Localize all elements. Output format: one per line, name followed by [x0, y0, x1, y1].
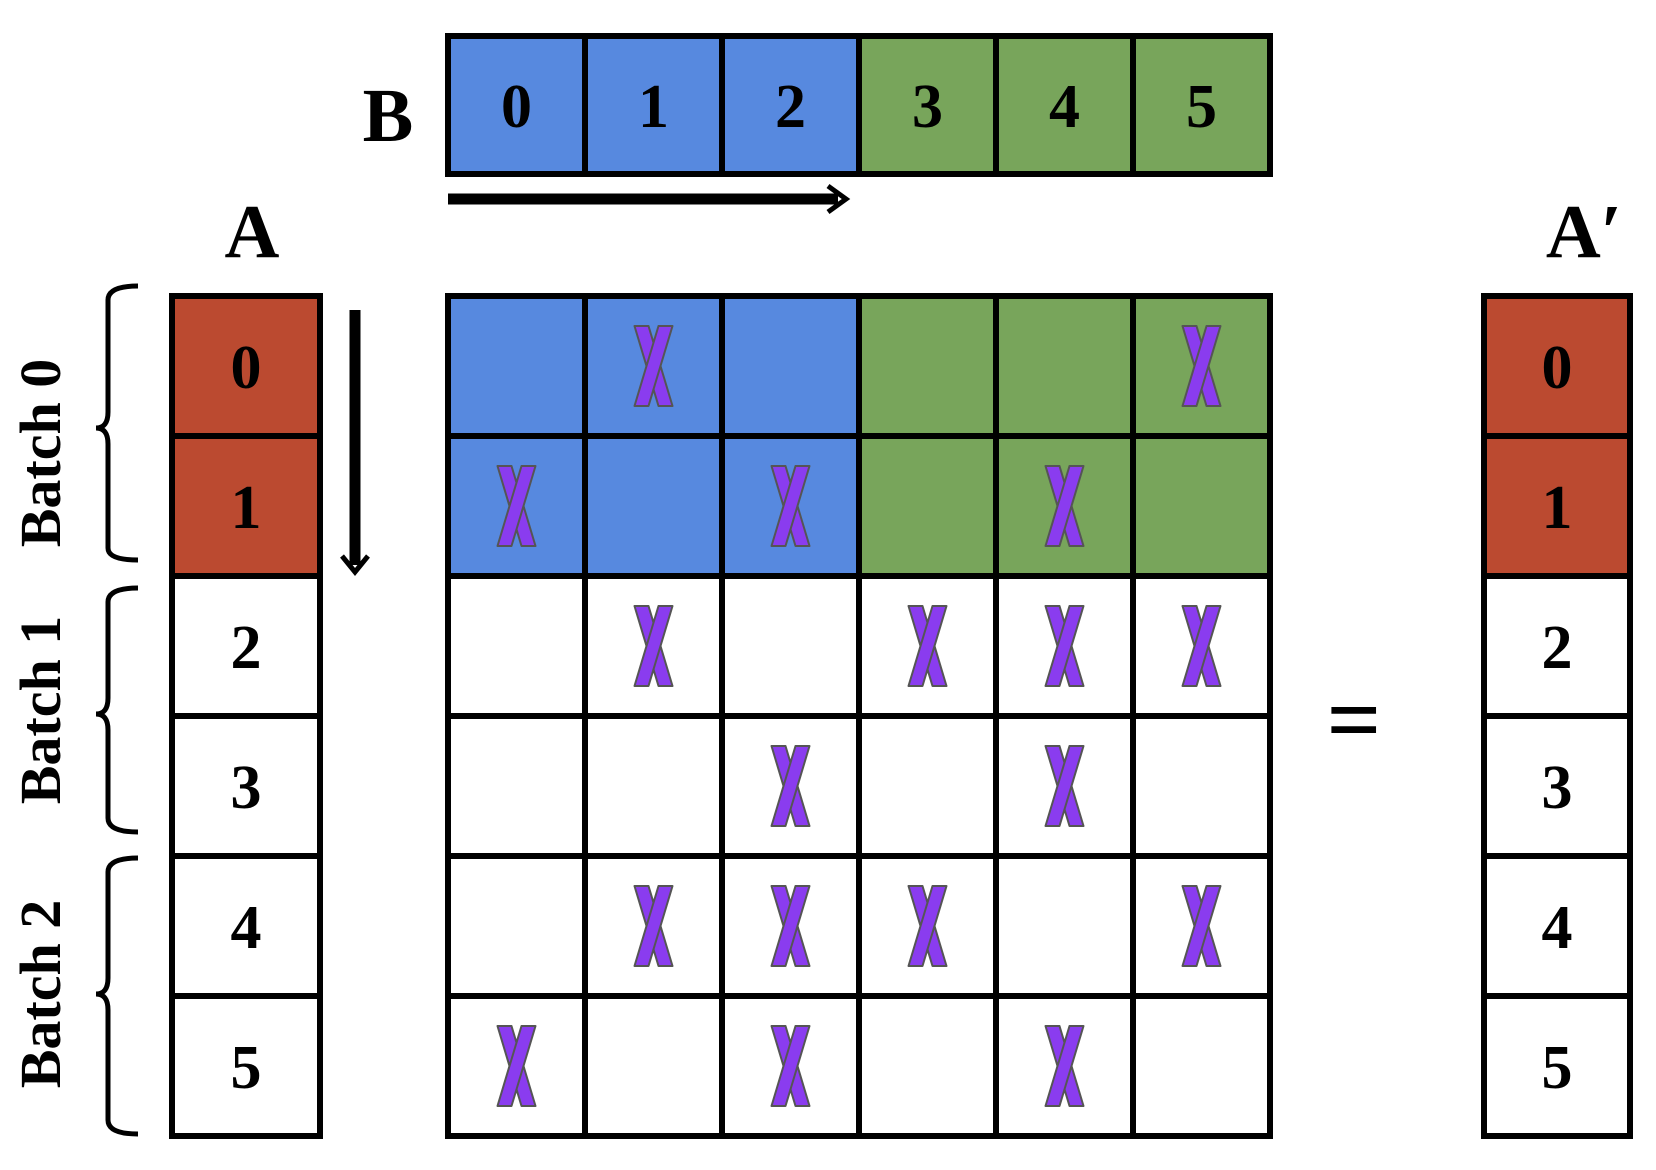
matrix-cell	[856, 293, 999, 439]
vector-b-label: B	[363, 74, 414, 158]
vector-b-entry: 1	[638, 73, 669, 141]
batch-label-2: Batch 2	[8, 900, 73, 1089]
vector-a-entry: 4	[231, 894, 262, 962]
vector-result-cell	[1481, 853, 1633, 999]
x-mark-icon	[907, 885, 948, 967]
vector-a-cell	[169, 993, 323, 1139]
matrix-cell	[582, 993, 725, 1139]
x-mark-icon	[496, 1025, 537, 1107]
vector-a-entry: 1	[231, 474, 262, 542]
b-direction-arrow	[448, 183, 851, 215]
vector-result-entry: 0	[1542, 334, 1573, 402]
vector-b: 0 1 2 3 4 5	[445, 33, 1273, 177]
x-mark-icon	[1044, 605, 1085, 687]
x-mark-icon	[1044, 745, 1085, 827]
matrix-cell	[582, 713, 725, 859]
vector-b-cell	[719, 33, 862, 177]
vector-a-cell	[169, 293, 323, 439]
vector-a-entry: 2	[231, 614, 262, 682]
vector-result-entry: 3	[1542, 754, 1573, 822]
vector-a-label: A	[225, 190, 280, 274]
batch-brace-2	[95, 855, 139, 1137]
vector-b-entry: 2	[775, 73, 806, 141]
matrix-cell	[856, 433, 999, 579]
vector-result-entry: 2	[1542, 614, 1573, 682]
vector-b-cell	[856, 33, 999, 177]
matrix-cell	[1130, 433, 1273, 579]
matrix-cell	[582, 433, 725, 579]
vector-b-entry: 0	[501, 73, 532, 141]
x-mark-icon	[1044, 465, 1085, 547]
matrix-cell	[993, 293, 1136, 439]
batch-brace-0	[95, 283, 139, 563]
vector-a-entry: 3	[231, 754, 262, 822]
x-mark-icon	[770, 465, 811, 547]
matrix-cell	[1130, 993, 1273, 1139]
matrix-cell	[1130, 713, 1273, 859]
vector-result-cell	[1481, 993, 1633, 1139]
x-mark-icon	[633, 325, 674, 407]
vector-result: 0 1 2 3 4 5	[1481, 293, 1633, 1139]
matrix-cell	[719, 293, 862, 439]
sparse-matrix	[445, 293, 1273, 1139]
x-mark-icon	[1181, 885, 1222, 967]
vector-result-cell	[1481, 433, 1633, 579]
a-direction-arrow	[340, 310, 370, 576]
matrix-cell	[856, 993, 999, 1139]
vector-a: 0 1 2 3 4 5	[169, 293, 323, 1139]
vector-b-entry: 3	[912, 73, 943, 141]
x-mark-icon	[1044, 1025, 1085, 1107]
x-mark-icon	[1181, 325, 1222, 407]
x-mark-icon	[1181, 605, 1222, 687]
vector-b-cell	[1130, 33, 1273, 177]
matrix-cell	[445, 293, 588, 439]
vector-result-entry: 1	[1542, 474, 1573, 542]
vector-a-entry: 0	[231, 334, 262, 402]
x-mark-icon	[633, 605, 674, 687]
x-mark-icon	[770, 885, 811, 967]
matrix-cell	[445, 713, 588, 859]
x-mark-icon	[496, 465, 537, 547]
vector-result-entry: 4	[1542, 894, 1573, 962]
vector-a-entry: 5	[231, 1034, 262, 1102]
x-mark-icon	[633, 885, 674, 967]
x-mark-icon	[770, 1025, 811, 1107]
vector-result-cell	[1481, 573, 1633, 719]
x-mark-icon	[770, 745, 811, 827]
matrix-cell	[445, 853, 588, 999]
vector-result-label: A′	[1546, 190, 1622, 274]
matrix-cell	[856, 713, 999, 859]
vector-b-entry: 5	[1186, 73, 1217, 141]
matrix-cell	[445, 573, 588, 719]
vector-result-entry: 5	[1542, 1034, 1573, 1102]
batch-brace-1	[95, 585, 139, 835]
batch-label-0: Batch 0	[8, 359, 73, 548]
batch-label-1: Batch 1	[8, 616, 73, 805]
matrix-cell	[993, 853, 1136, 999]
equals-sign: =	[1327, 666, 1382, 773]
x-mark-icon	[907, 605, 948, 687]
matrix-cell	[719, 573, 862, 719]
vector-b-entry: 4	[1049, 73, 1080, 141]
